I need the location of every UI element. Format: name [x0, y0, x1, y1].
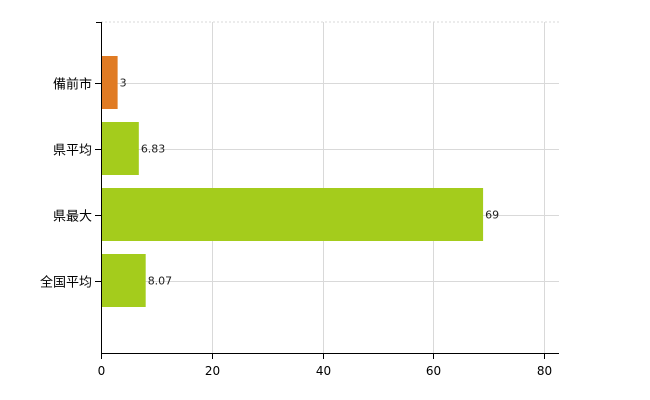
data-label-2: 69 — [485, 209, 499, 222]
x-tick-label-0: 0 — [98, 364, 106, 378]
y-tick-label-1: 県平均 — [53, 144, 92, 159]
y-tick-label-3: 全国平均 — [40, 275, 92, 291]
bar-3 — [101, 254, 146, 307]
x-tick-label-2: 40 — [316, 364, 331, 378]
bar-1 — [101, 122, 139, 175]
axes — [95, 22, 559, 359]
x-tick-label-1: 20 — [205, 364, 220, 378]
y-tick-label-2: 県最大 — [53, 210, 92, 225]
x-tick-label-4: 80 — [537, 364, 552, 378]
bars — [101, 56, 484, 307]
data-label-3: 8.07 — [148, 275, 173, 288]
bar-0 — [101, 56, 118, 109]
data-label-0: 3 — [120, 77, 127, 90]
bar-2 — [101, 188, 484, 241]
grid — [101, 21, 559, 353]
y-tick-label-0: 備前市 — [53, 77, 92, 93]
data-label-1: 6.83 — [141, 143, 166, 156]
x-tick-label-3: 60 — [426, 364, 441, 378]
